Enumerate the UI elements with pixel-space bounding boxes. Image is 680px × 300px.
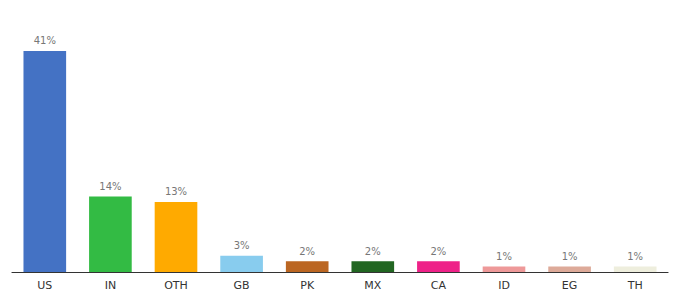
svg-text:CA: CA	[431, 279, 447, 292]
svg-text:GB: GB	[234, 279, 250, 292]
svg-text:1%: 1%	[627, 251, 643, 262]
svg-text:PK: PK	[300, 279, 315, 292]
svg-text:IN: IN	[105, 279, 116, 292]
svg-text:3%: 3%	[234, 240, 250, 251]
svg-text:2%: 2%	[299, 246, 315, 257]
svg-text:13%: 13%	[165, 186, 187, 197]
svg-text:14%: 14%	[99, 181, 121, 192]
svg-text:US: US	[37, 279, 52, 292]
svg-text:MX: MX	[364, 279, 381, 292]
svg-text:TH: TH	[627, 279, 643, 292]
svg-text:2%: 2%	[430, 246, 446, 257]
svg-text:EG: EG	[562, 279, 577, 292]
svg-text:41%: 41%	[34, 35, 56, 46]
svg-text:ID: ID	[498, 279, 510, 292]
svg-text:2%: 2%	[365, 246, 381, 257]
svg-text:1%: 1%	[562, 251, 578, 262]
svg-text:1%: 1%	[496, 251, 512, 262]
svg-text:OTH: OTH	[164, 279, 188, 292]
